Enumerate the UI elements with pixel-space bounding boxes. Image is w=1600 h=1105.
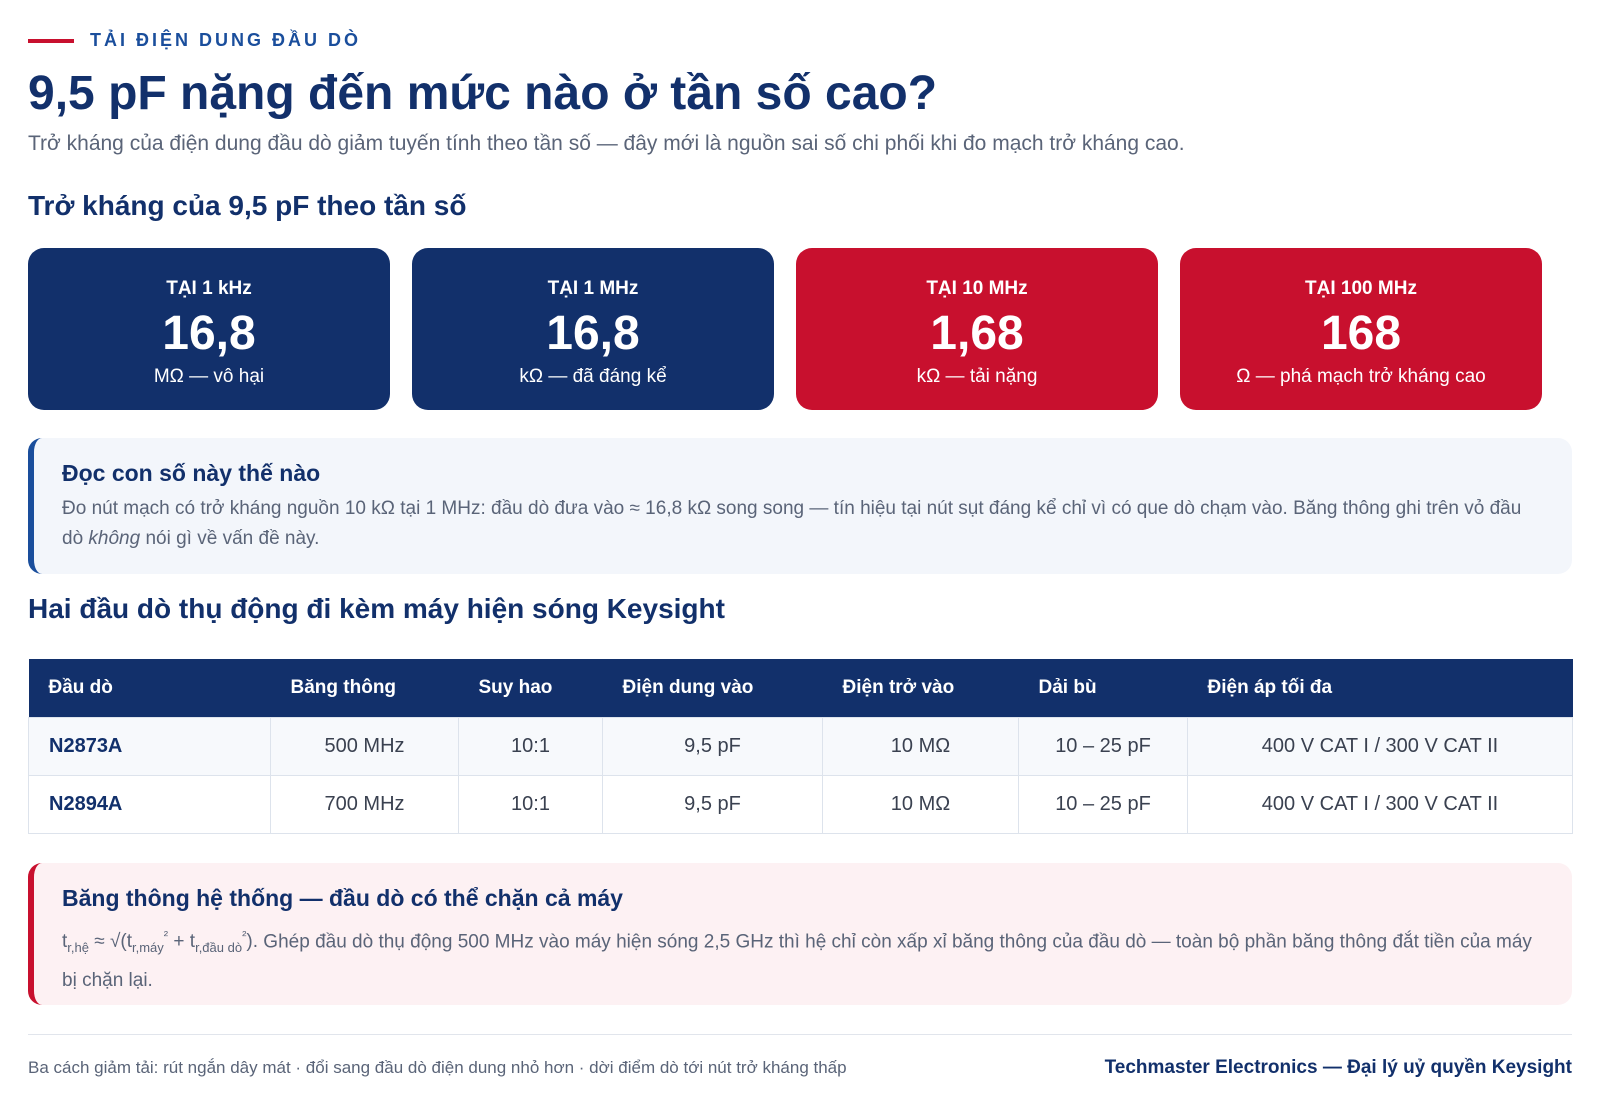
card-value: 1,68 (930, 307, 1024, 360)
table-cell: 10:1 (458, 717, 603, 776)
card-value: 16,8 (162, 307, 256, 360)
table-cell: 10:1 (458, 775, 603, 834)
table-cell: 9,5 pF (602, 775, 823, 834)
table-cell: 400 V CAT I / 300 V CAT II (1187, 717, 1573, 776)
impedance-card-1khz: TẠI 1 kHz 16,8 MΩ — vô hại (28, 248, 390, 410)
card-label: TẠI 1 kHz (166, 278, 252, 299)
table-row: N2873A 500 MHz 10:1 9,5 pF 10 MΩ 10 – 25… (28, 717, 1573, 776)
table-cell: 10 – 25 pF (1018, 775, 1188, 834)
impedance-cards: TẠI 1 kHz 16,8 MΩ — vô hại TẠI 1 MHz 16,… (28, 248, 1572, 410)
card-value: 168 (1320, 307, 1402, 360)
info-callout-body: Đo nút mạch có trở kháng nguồn 10 kΩ tại… (62, 494, 1532, 554)
table-cell: 700 MHz (270, 775, 459, 834)
column-header: Điện áp tối đa (1187, 659, 1573, 718)
info-callout-title: Đọc con số này thế nào (62, 460, 321, 486)
column-header: Băng thông (270, 659, 459, 718)
info-callout: Đọc con số này thế nào Đo nút mạch có tr… (28, 438, 1572, 574)
card-label: TẠI 10 MHz (926, 278, 1028, 299)
table-cell: 9,5 pF (602, 717, 823, 776)
column-header: Suy hao (458, 659, 603, 718)
eyebrow: TẢI ĐIỆN DUNG ĐẦU DÒ (28, 30, 361, 51)
formula-subscript: r,đầu dò (195, 940, 243, 956)
table-header-row: Đầu dò Băng thông Suy hao Điện dung vào … (28, 659, 1573, 718)
card-label: TẠI 100 MHz (1305, 278, 1417, 299)
table-cell: 400 V CAT I / 300 V CAT II (1187, 775, 1573, 834)
card-unit: kΩ — tải nặng (916, 366, 1038, 387)
card-unit: kΩ — đã đáng kể (519, 366, 667, 387)
probes-table: Đầu dò Băng thông Suy hao Điện dung vào … (28, 659, 1573, 834)
column-header: Điện dung vào (602, 659, 823, 718)
formula-part: ≈ √(t (88, 931, 132, 953)
footer-tips: Ba cách giảm tải: rút ngắn dây mát · đổi… (28, 1058, 847, 1077)
warning-callout: Băng thông hệ thống — đầu dò có thể chặn… (28, 863, 1572, 1005)
probe-model: N2894A (28, 775, 271, 834)
card-unit: MΩ — vô hại (153, 366, 265, 387)
column-header: Đầu dò (28, 659, 271, 718)
impedance-card-10mhz: TẠI 10 MHz 1,68 kΩ — tải nặng (796, 248, 1158, 410)
formula-part: ). (246, 931, 259, 953)
page-title: 9,5 pF nặng đến mức nào ở tần số cao? (28, 67, 938, 120)
probe-model: N2873A (28, 717, 271, 776)
eyebrow-accent-bar (28, 38, 74, 43)
warning-body-text: Ghép đầu dò thụ động 500 MHz vào máy hiệ… (62, 931, 1532, 992)
table-cell: 10 MΩ (822, 775, 1019, 834)
formula-subscript: r,máy (132, 940, 164, 956)
table-cell: 10 – 25 pF (1018, 717, 1188, 776)
impedance-section-heading: Trở kháng của 9,5 pF theo tần số (28, 190, 467, 221)
footer-divider (28, 1034, 1572, 1035)
column-header: Điện trở vào (822, 659, 1019, 718)
impedance-card-1mhz: TẠI 1 MHz 16,8 kΩ — đã đáng kể (412, 248, 774, 410)
column-header: Dải bù (1018, 659, 1188, 718)
eyebrow-label: TẢI ĐIỆN DUNG ĐẦU DÒ (90, 30, 361, 50)
info-body-text: Đo nút mạch có trở kháng nguồn 10 kΩ tại… (62, 498, 1522, 549)
card-unit: Ω — phá mạch trở kháng cao (1236, 366, 1486, 387)
card-value: 16,8 (546, 307, 640, 360)
card-label: TẠI 1 MHz (547, 278, 639, 299)
formula-part: t (62, 931, 68, 953)
formula: tr,hệ ≈ √(tr,máy² + tr,đầu dò²). (62, 928, 259, 956)
footer-brand: Techmaster Electronics — Đại lý uỷ quyền… (1104, 1057, 1572, 1078)
info-body-emphasis: không (88, 528, 141, 549)
table-row: N2894A 700 MHz 10:1 9,5 pF 10 MΩ 10 – 25… (28, 775, 1573, 834)
probes-section-heading: Hai đầu dò thụ động đi kèm máy hiện sóng… (28, 593, 725, 624)
formula-subscript: r,hệ (67, 940, 89, 956)
warning-callout-body: tr,hệ ≈ √(tr,máy² + tr,đầu dò²). Ghép đầ… (62, 919, 1532, 997)
impedance-card-100mhz: TẠI 100 MHz 168 Ω — phá mạch trở kháng c… (1180, 248, 1542, 410)
table-cell: 500 MHz (270, 717, 459, 776)
table-cell: 10 MΩ (822, 717, 1019, 776)
info-body-text-end: nói gì về vấn đề này. (140, 528, 320, 549)
warning-callout-title: Băng thông hệ thống — đầu dò có thể chặn… (62, 885, 623, 911)
formula-superscript: ² (163, 928, 169, 943)
formula-superscript: ² (242, 928, 247, 943)
page-subtitle: Trở kháng của điện dung đầu dò giảm tuyế… (28, 132, 1185, 155)
formula-part: + t (168, 931, 196, 953)
